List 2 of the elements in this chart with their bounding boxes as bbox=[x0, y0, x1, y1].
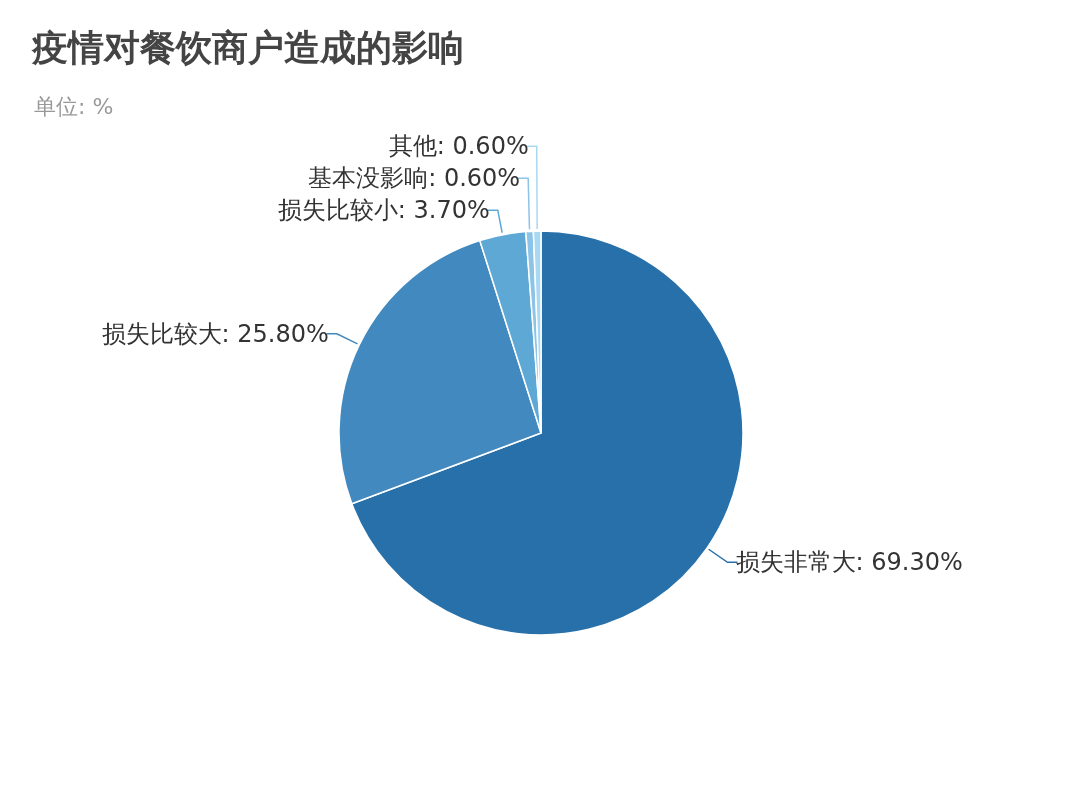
title: 疫情对餐饮商户造成的影响 bbox=[32, 27, 464, 68]
subtitle: 单位: % bbox=[34, 94, 114, 119]
